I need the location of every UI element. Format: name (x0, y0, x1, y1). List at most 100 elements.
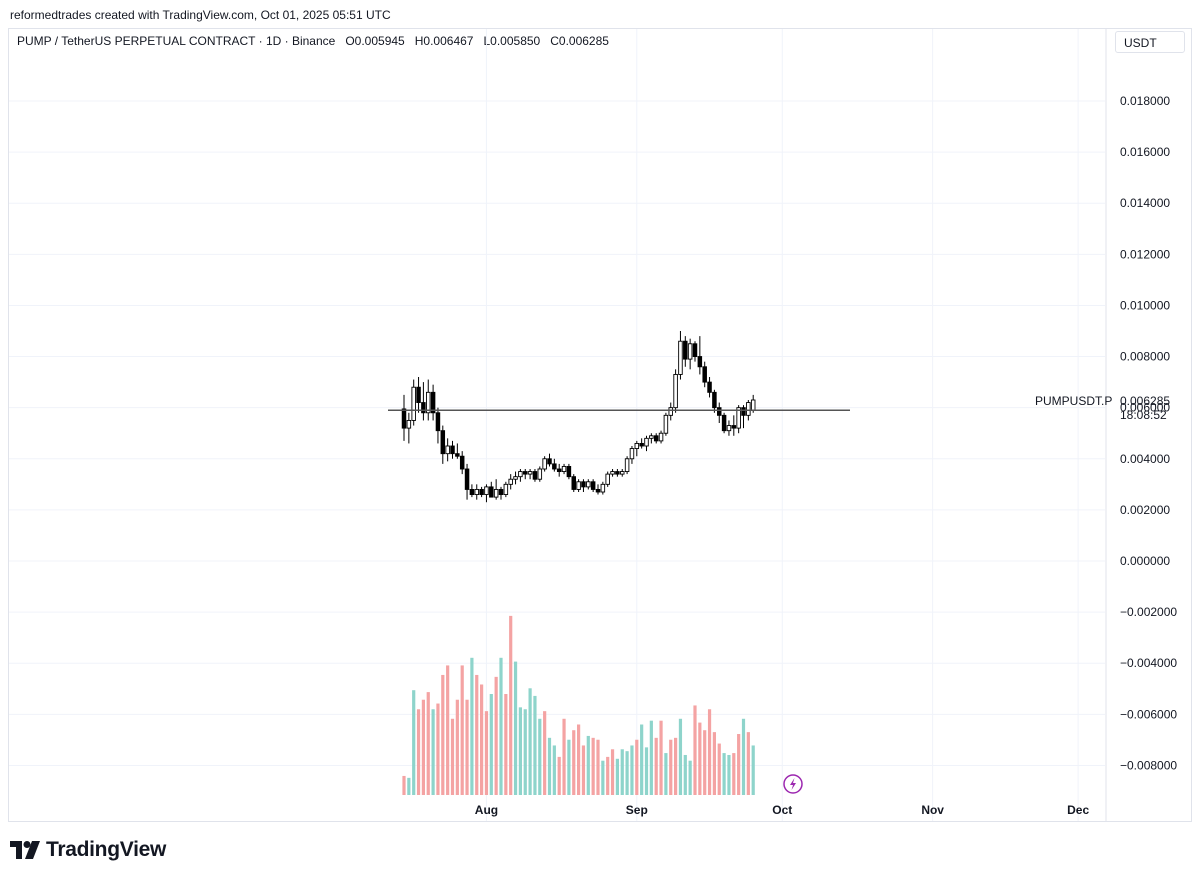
candle-body (484, 486, 489, 496)
volume-bar (640, 724, 644, 795)
candle-body (503, 483, 509, 496)
candle-body (523, 471, 528, 475)
volume-bar (644, 747, 649, 795)
candle (653, 433, 659, 444)
candle (615, 469, 620, 477)
volume-bar (601, 760, 605, 795)
candle-body (712, 391, 717, 409)
candle (474, 484, 480, 500)
price-tick-label: 0.002000 (1120, 503, 1170, 517)
candle-body (731, 425, 737, 429)
candle (455, 443, 460, 459)
volume-bar (683, 754, 687, 795)
volume-bar (596, 739, 600, 795)
candle (644, 435, 649, 452)
candle (581, 479, 586, 492)
attribution-text: reformedtrades created with TradingView.… (10, 8, 391, 22)
candle-body (426, 391, 431, 414)
candle-body (658, 432, 664, 442)
volume-bar (470, 657, 474, 795)
candle (663, 412, 669, 436)
currency-button[interactable]: USDT (1115, 31, 1185, 53)
candle-body (590, 481, 596, 490)
volume-bar (620, 749, 624, 795)
volume-bar (402, 775, 406, 795)
volume-bar (732, 753, 736, 795)
candle (731, 415, 737, 436)
candle-body (445, 445, 450, 455)
volume-bar (431, 709, 435, 795)
legend-low: L0.005850 (483, 34, 541, 48)
candle-body (634, 442, 640, 450)
volume-bar (509, 615, 513, 795)
time-axis[interactable]: Aug Sep Oct Nov Dec (475, 803, 1090, 817)
tradingview-logo[interactable]: TradingView (10, 838, 166, 862)
candle (542, 456, 547, 472)
price-tick-label: 0.018000 (1120, 94, 1170, 108)
candle (712, 389, 717, 413)
candle (649, 433, 654, 444)
price-axis[interactable]: 0.018000 0.016000 0.014000 0.012000 0.010000… (1105, 29, 1177, 821)
candle (726, 420, 732, 436)
volume-bar (591, 737, 595, 795)
candle-body (610, 471, 615, 475)
candle-body (518, 471, 523, 478)
candle-body (435, 412, 441, 432)
candle (440, 425, 446, 464)
volume-bar (727, 754, 731, 795)
volume-bar (572, 730, 576, 795)
volume-bar (421, 699, 425, 795)
candle (600, 481, 606, 495)
volume-bar (567, 739, 571, 795)
candle-body (605, 473, 610, 485)
volume-bar (523, 709, 527, 795)
volume-bar (412, 690, 416, 795)
time-tick-label: Aug (475, 803, 498, 817)
volume-bar (698, 722, 702, 795)
time-tick-label: Oct (772, 803, 792, 817)
grid-lines (9, 29, 1105, 821)
candle (561, 463, 567, 475)
tradingview-logo-icon (10, 841, 40, 859)
volume-bar (475, 674, 479, 795)
volume-bar (610, 749, 615, 795)
candle-body (736, 407, 741, 429)
candle-body (668, 407, 674, 416)
lightning-icon[interactable] (783, 774, 803, 794)
candle-body (508, 478, 513, 485)
symbol-legend: PUMP / TetherUS PERPETUAL CONTRACT · 1D … (17, 34, 609, 48)
volume-bar (441, 674, 445, 795)
candle (459, 451, 465, 475)
candle (532, 469, 538, 482)
candlesticks (401, 331, 756, 503)
candle (493, 479, 499, 500)
volume-bar (674, 737, 678, 795)
candle-body (455, 453, 460, 457)
candle (668, 402, 674, 421)
candle (537, 466, 543, 482)
candle-body (653, 435, 659, 442)
candle-body (586, 481, 591, 488)
volume-bar (659, 720, 663, 795)
candle-body (498, 488, 504, 496)
candle (634, 440, 640, 457)
volume-bar (407, 777, 411, 795)
candle-body (421, 402, 426, 414)
candle (595, 484, 601, 495)
candle-body (726, 425, 732, 432)
candle (605, 471, 610, 487)
candle-body (561, 465, 567, 473)
candle-body (678, 340, 683, 375)
volume-bar (547, 737, 552, 795)
candle-body (416, 386, 421, 404)
candle (406, 412, 412, 444)
candle (547, 453, 552, 467)
candle (717, 402, 722, 423)
volume-bar (707, 709, 712, 795)
candle-body (566, 465, 572, 478)
chart-pane[interactable] (8, 28, 1192, 822)
volume-bar (649, 720, 653, 795)
candle-body (673, 373, 678, 409)
volume-bar (703, 730, 707, 795)
